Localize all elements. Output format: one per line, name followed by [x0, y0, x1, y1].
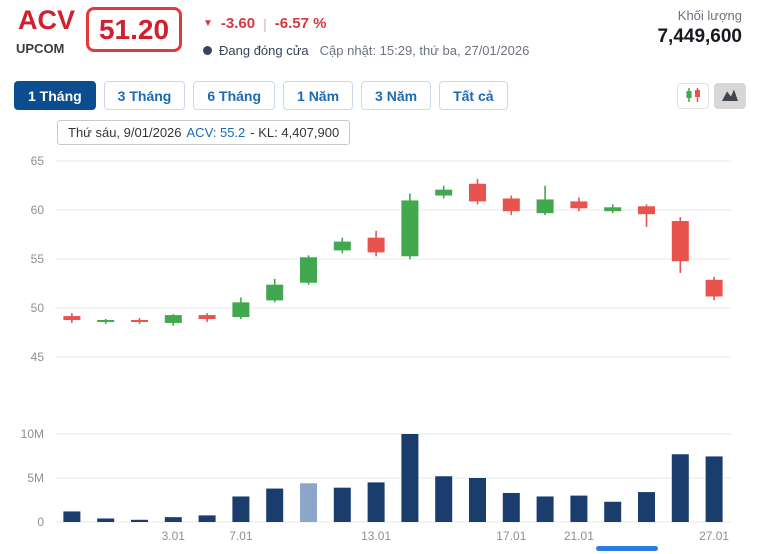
- price-axis-label: 60: [31, 203, 45, 217]
- volume-axis-label: 5M: [27, 471, 44, 485]
- candle-down[interactable]: [705, 279, 723, 297]
- x-axis-label: 17.01: [496, 529, 526, 543]
- price-chart[interactable]: 45 50 55 60 65: [0, 148, 762, 378]
- volume-bar[interactable]: [266, 488, 284, 522]
- candle-up[interactable]: [401, 200, 419, 257]
- down-arrow-icon: ▼: [203, 18, 213, 29]
- candle-down[interactable]: [570, 201, 588, 209]
- volume-bar[interactable]: [638, 492, 655, 522]
- change-separator: |: [263, 15, 267, 32]
- range-tabs: 1 Tháng 3 Tháng 6 Tháng 1 Năm 3 Năm Tất …: [14, 81, 508, 110]
- range-tab-1-month[interactable]: 1 Tháng: [14, 81, 96, 110]
- candle-up[interactable]: [232, 302, 250, 318]
- current-price: 51.20: [98, 13, 170, 45]
- price-axis-label: 65: [31, 154, 45, 168]
- x-axis-label: 27.01: [699, 529, 729, 543]
- volume-bar[interactable]: [367, 482, 385, 522]
- current-price-box: 51.20: [86, 7, 182, 52]
- price-change-percent: -6.57 %: [274, 15, 327, 32]
- candle-down[interactable]: [367, 237, 385, 253]
- volume-bar[interactable]: [671, 454, 689, 522]
- candlestick-icon: [685, 87, 702, 106]
- candle-down[interactable]: [63, 316, 81, 320]
- price-change-row: ▼ -3.60 | -6.57 %: [203, 15, 326, 32]
- last-updated: Cập nhật: 15:29, thứ ba, 27/01/2026: [319, 43, 530, 58]
- candle-down[interactable]: [198, 315, 216, 320]
- volume-bar[interactable]: [469, 478, 486, 522]
- scrollbar-thumb[interactable]: [596, 546, 658, 551]
- candle-up[interactable]: [300, 257, 317, 283]
- volume-bar[interactable]: [401, 434, 419, 522]
- candle-up[interactable]: [333, 241, 351, 251]
- chart-tooltip: Thứ sáu, 9/01/2026 ACV: 55.2 - KL: 4,407…: [57, 120, 351, 145]
- volume-bar[interactable]: [97, 518, 115, 522]
- candle-down[interactable]: [131, 319, 148, 322]
- volume-bar[interactable]: [131, 519, 148, 522]
- volume-bar[interactable]: [570, 495, 588, 522]
- candle-down[interactable]: [469, 183, 486, 202]
- market-status-row: Đang đóng cửa Cập nhật: 15:29, thứ ba, 2…: [203, 43, 529, 58]
- tooltip-volume: - KL: 4,407,900: [250, 125, 340, 140]
- candle-down[interactable]: [502, 198, 520, 212]
- candle-up[interactable]: [266, 284, 284, 301]
- candle-up[interactable]: [536, 199, 554, 214]
- price-axis-label: 50: [31, 301, 45, 315]
- candle-down[interactable]: [638, 206, 655, 215]
- x-axis-label: 21.01: [564, 529, 594, 543]
- range-tab-3-years[interactable]: 3 Năm: [361, 81, 432, 110]
- volume-bar[interactable]: [502, 492, 520, 522]
- stock-symbol: ACV: [18, 5, 76, 35]
- volume-chart[interactable]: 0 5M 10M 3.01 7.01 13.01 17.01 21.01 27.01: [0, 385, 762, 554]
- volume-bar[interactable]: [232, 496, 250, 522]
- volume-bar[interactable]: [63, 511, 81, 522]
- volume-bar[interactable]: [604, 501, 622, 522]
- volume-bar[interactable]: [435, 476, 453, 522]
- market-status: Đang đóng cửa: [219, 43, 309, 58]
- volume-axis-label: 10M: [21, 427, 44, 441]
- volume-axis-label: 0: [37, 515, 44, 529]
- candle-up[interactable]: [97, 319, 115, 322]
- chart-type-toggle: [677, 83, 746, 109]
- volume-bar[interactable]: [536, 496, 554, 522]
- area-chart-button[interactable]: [714, 83, 746, 109]
- range-tab-all[interactable]: Tất cả: [439, 81, 508, 110]
- volume-bar[interactable]: [164, 517, 182, 522]
- exchange-label: UPCOM: [16, 41, 65, 56]
- price-change: -3.60: [220, 15, 256, 32]
- candle-up[interactable]: [164, 315, 182, 323]
- volume-bar[interactable]: [705, 456, 723, 522]
- tooltip-date: Thứ sáu, 9/01/2026: [68, 125, 182, 140]
- price-axis-label: 55: [31, 252, 45, 266]
- price-axis-label: 45: [31, 350, 45, 364]
- status-dot-icon: [203, 46, 212, 55]
- x-axis-label: 3.01: [162, 529, 186, 543]
- candle-up[interactable]: [604, 207, 622, 212]
- volume-bar[interactable]: [300, 483, 317, 522]
- volume-bar[interactable]: [198, 515, 216, 522]
- tooltip-price: ACV: 55.2: [186, 125, 246, 140]
- x-axis-label: 13.01: [361, 529, 391, 543]
- volume-label: Khối lượng: [677, 8, 742, 23]
- candle-down[interactable]: [671, 221, 689, 262]
- range-tab-1-year[interactable]: 1 Năm: [283, 81, 354, 110]
- candle-up[interactable]: [435, 189, 453, 196]
- candlestick-chart-button[interactable]: [677, 83, 709, 109]
- range-tab-3-months[interactable]: 3 Tháng: [103, 81, 186, 110]
- x-axis-label: 7.01: [229, 529, 253, 543]
- mountain-chart-icon: [721, 88, 739, 105]
- volume-value: 7,449,600: [657, 26, 742, 47]
- volume-bar[interactable]: [333, 487, 351, 522]
- range-tab-6-months[interactable]: 6 Tháng: [193, 81, 276, 110]
